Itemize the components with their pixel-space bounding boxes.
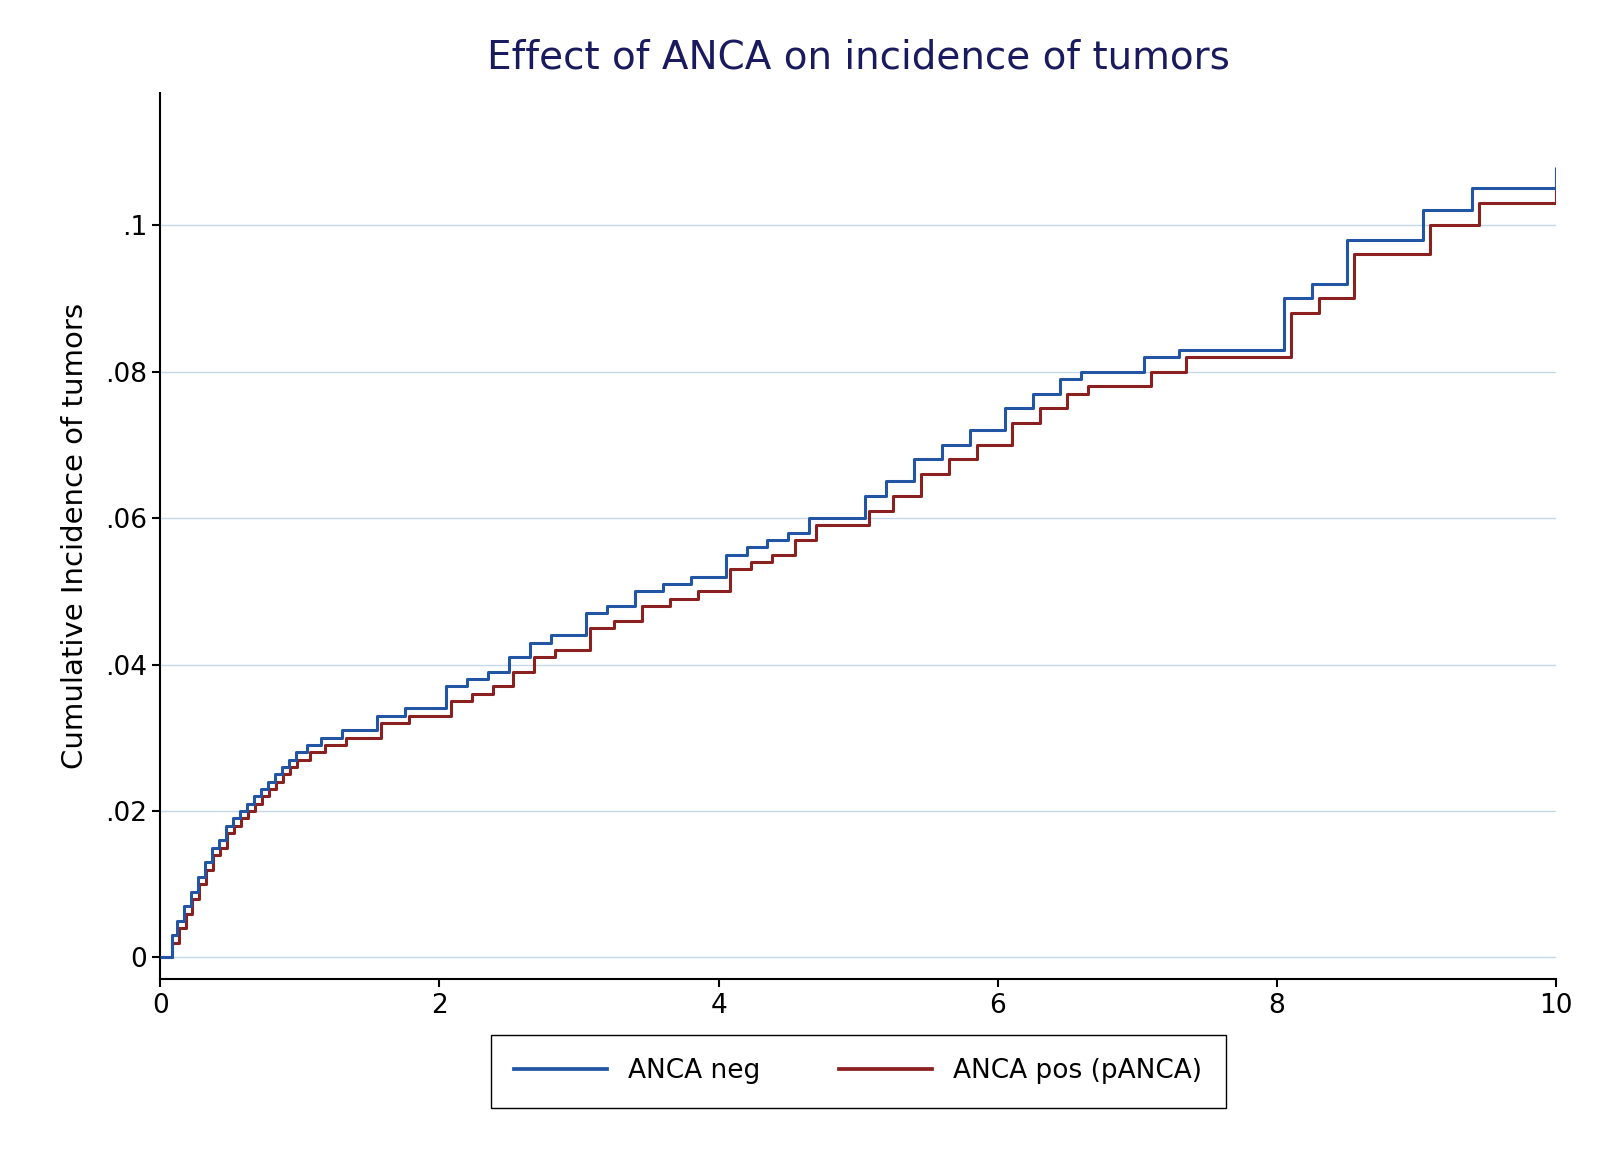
ANCA pos (pANCA) — [1546, 174, 1566, 188]
ANCA neg — [286, 753, 305, 767]
ANCA neg — [1134, 350, 1153, 364]
ANCA pos (pANCA) — [151, 950, 170, 964]
ANCA neg — [332, 731, 351, 745]
Line: ANCA pos (pANCA): ANCA pos (pANCA) — [160, 181, 1556, 957]
Legend: ANCA neg, ANCA pos (pANCA): ANCA neg, ANCA pos (pANCA) — [491, 1034, 1225, 1108]
ANCA neg — [1546, 160, 1566, 174]
ANCA pos (pANCA) — [688, 591, 707, 605]
ANCA pos (pANCA) — [337, 738, 356, 752]
ANCA pos (pANCA) — [287, 760, 306, 774]
ANCA pos (pANCA) — [1142, 365, 1161, 379]
ANCA pos (pANCA) — [245, 796, 265, 810]
ANCA pos (pANCA) — [210, 848, 229, 862]
ANCA neg — [210, 841, 229, 855]
X-axis label: time (years): time (years) — [768, 1035, 948, 1063]
ANCA neg — [151, 950, 170, 964]
Line: ANCA neg: ANCA neg — [160, 167, 1556, 957]
ANCA neg — [244, 789, 263, 803]
ANCA neg — [682, 577, 701, 591]
Y-axis label: Cumulative Incidence of tumors: Cumulative Incidence of tumors — [61, 303, 88, 770]
Title: Effect of ANCA on incidence of tumors: Effect of ANCA on incidence of tumors — [486, 38, 1230, 76]
